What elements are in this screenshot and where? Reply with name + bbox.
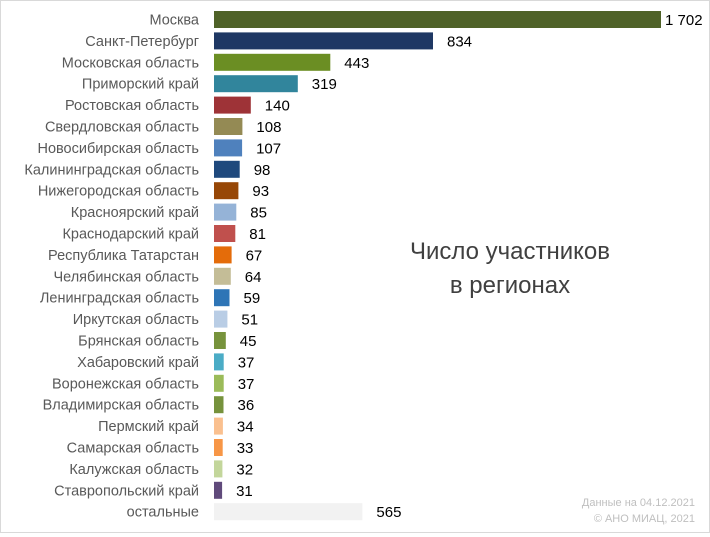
category-label-20: Пермский край [98, 419, 199, 435]
category-label-5: Ростовская область [65, 98, 199, 114]
value-label-11: 81 [249, 226, 266, 243]
bar-18 [214, 374, 224, 392]
value-label-18: 37 [238, 376, 255, 393]
value-label-2: 834 [447, 33, 472, 50]
value-label-9: 93 [252, 183, 269, 200]
bars [214, 11, 661, 521]
value-label-12: 67 [246, 247, 263, 264]
bar-23 [214, 481, 223, 499]
bar-1 [214, 11, 661, 28]
bar-13 [214, 267, 231, 285]
category-label-10: Красноярский край [71, 205, 199, 221]
bar-9 [214, 182, 239, 200]
value-label-22: 32 [236, 461, 253, 478]
value-label-15: 51 [241, 312, 258, 329]
bar-21 [214, 439, 223, 456]
copyright-note: © АНО МИАЦ, 2021 [594, 513, 695, 525]
bar-17 [214, 353, 224, 371]
category-label-21: Самарская область [67, 441, 199, 457]
category-label-8: Калининградская область [24, 162, 199, 178]
chart-title-line-1: Число участников [410, 238, 610, 265]
value-label-24: 565 [376, 504, 401, 521]
bar-5 [214, 96, 251, 114]
category-label-13: Челябинская область [53, 269, 199, 285]
category-label-24: остальные [127, 505, 199, 521]
value-label-23: 31 [236, 483, 253, 500]
bar-12 [214, 246, 232, 264]
bar-22 [214, 460, 223, 478]
value-label-1: 1 702 [665, 12, 703, 29]
category-label-1: Москва [149, 13, 199, 29]
category-label-22: Калужская область [69, 462, 199, 478]
value-label-21: 33 [237, 440, 254, 457]
value-label-8: 98 [254, 162, 271, 179]
bar-16 [214, 332, 226, 349]
bar-19 [214, 396, 224, 414]
category-label-3: Московская область [62, 55, 199, 71]
data-date-note: Данные на 04.12.2021 [582, 497, 695, 509]
bar-15 [214, 310, 228, 328]
value-label-5: 140 [265, 98, 290, 115]
bar-24 [214, 503, 363, 521]
bar-3 [214, 53, 331, 71]
value-label-4: 319 [312, 76, 337, 93]
category-label-6: Свердловская область [45, 120, 199, 136]
value-label-19: 36 [238, 397, 255, 414]
category-label-11: Краснодарский край [62, 227, 199, 243]
chart-title-line-2: в регионах [450, 272, 570, 299]
value-label-16: 45 [240, 333, 257, 350]
value-label-20: 34 [237, 419, 254, 436]
value-label-6: 108 [256, 119, 281, 136]
bar-11 [214, 225, 236, 242]
value-label-13: 64 [245, 269, 262, 286]
category-label-17: Хабаровский край [77, 355, 199, 371]
category-label-23: Ставропольский край [54, 483, 199, 499]
bar-7 [214, 139, 243, 157]
value-label-14: 59 [244, 290, 261, 307]
bar-8 [214, 160, 240, 178]
bar-10 [214, 203, 237, 221]
category-label-19: Владимирская область [43, 398, 199, 414]
category-label-16: Брянская область [78, 334, 199, 350]
value-label-3: 443 [344, 55, 369, 72]
category-label-4: Приморский край [82, 77, 199, 93]
bar-6 [214, 118, 243, 135]
bar-14 [214, 289, 230, 307]
bar-20 [214, 417, 223, 435]
value-label-10: 85 [250, 205, 267, 222]
category-label-18: Воронежская область [52, 376, 199, 392]
category-label-7: Новосибирская область [37, 141, 199, 157]
category-label-15: Иркутская область [73, 312, 199, 328]
category-label-14: Ленинградская область [40, 291, 199, 307]
value-label-7: 107 [256, 140, 281, 157]
category-label-9: Нижегородская область [38, 184, 199, 200]
category-label-12: Республика Татарстан [48, 248, 199, 264]
category-labels: Москва Санкт-Петербург Московская область П… [24, 13, 200, 521]
value-label-17: 37 [238, 354, 255, 371]
category-label-2: Санкт-Петербург [85, 34, 199, 50]
bar-2 [214, 32, 433, 50]
value-labels: 1 702 834 443 319 140 108 107 98 93 85 81 67 64 59 51 4… [236, 12, 702, 521]
bar-4 [214, 75, 298, 93]
